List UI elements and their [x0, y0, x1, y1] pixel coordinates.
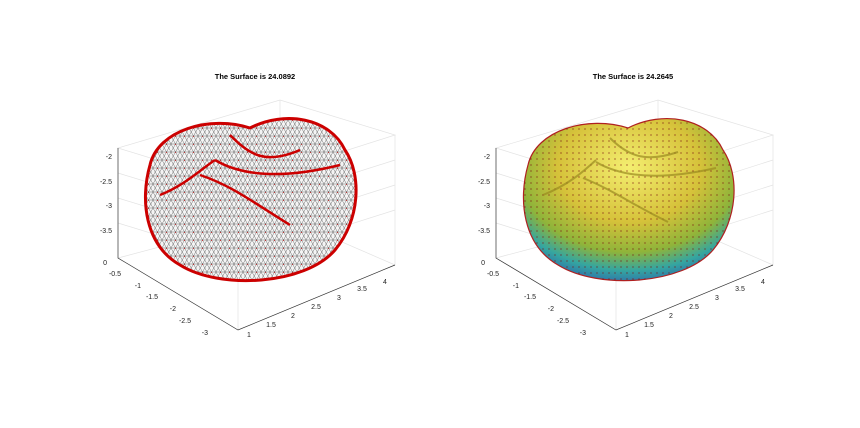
x-tick-label: 1: [247, 332, 251, 339]
x-tick-label: 2.5: [689, 304, 699, 311]
mesh-ridge: [159, 134, 341, 227]
x-tick-label: 3: [337, 295, 341, 302]
y-tick-label: -1.5: [524, 294, 536, 301]
surface-folds: [542, 137, 717, 223]
y-tick-label: -0.5: [109, 271, 121, 278]
x-tick-label: 1.5: [644, 322, 654, 329]
y-tick-label: 0: [481, 260, 485, 267]
z-tick-label: -2: [484, 154, 490, 161]
y-tick-label: -1: [135, 283, 141, 290]
z-tick-label: -2.5: [100, 179, 112, 186]
panel-title: The Surface is 24.2645: [593, 72, 673, 81]
y-tick-label: -3: [580, 330, 586, 337]
y-tick-label: 0: [103, 260, 107, 267]
y-tick-label: -0.5: [487, 271, 499, 278]
y-tick-label: -2.5: [557, 318, 569, 325]
y-tick-label: -2: [548, 306, 554, 313]
z-tick-label: -3: [106, 203, 112, 210]
z-tick-label: -3.5: [100, 228, 112, 235]
x-tick-label: 2: [291, 313, 295, 320]
panel: The Surface is 24.2645 -2-2.5-3-3.50-0.5…: [478, 72, 775, 339]
x-tick-label: 2: [669, 313, 673, 320]
x-tick-label: 3.5: [735, 286, 745, 293]
panel-title: The Surface is 24.0892: [215, 72, 295, 81]
x-tick-label: 3: [715, 295, 719, 302]
z-tick-label: -2: [106, 154, 112, 161]
z-tick-label: -3: [484, 203, 490, 210]
x-tick-label: 1.5: [266, 322, 276, 329]
x-tick-label: 4: [383, 279, 387, 286]
y-tick-label: -2: [170, 306, 176, 313]
panel: The Surface is 24.0892 -2-2.5-3-3.50-0.5…: [100, 72, 397, 339]
y-tick-label: -1: [513, 283, 519, 290]
y-tick-label: -2.5: [179, 318, 191, 325]
x-tick-label: 1: [625, 332, 629, 339]
y-tick-label: -3: [202, 330, 208, 337]
x-tick-label: 3.5: [357, 286, 367, 293]
x-tick-label: 2.5: [311, 304, 321, 311]
y-tick-label: -1.5: [146, 294, 158, 301]
z-tick-label: -2.5: [478, 179, 490, 186]
z-tick-label: -3.5: [478, 228, 490, 235]
surface-dots: [523, 118, 735, 281]
x-tick-label: 4: [761, 279, 765, 286]
